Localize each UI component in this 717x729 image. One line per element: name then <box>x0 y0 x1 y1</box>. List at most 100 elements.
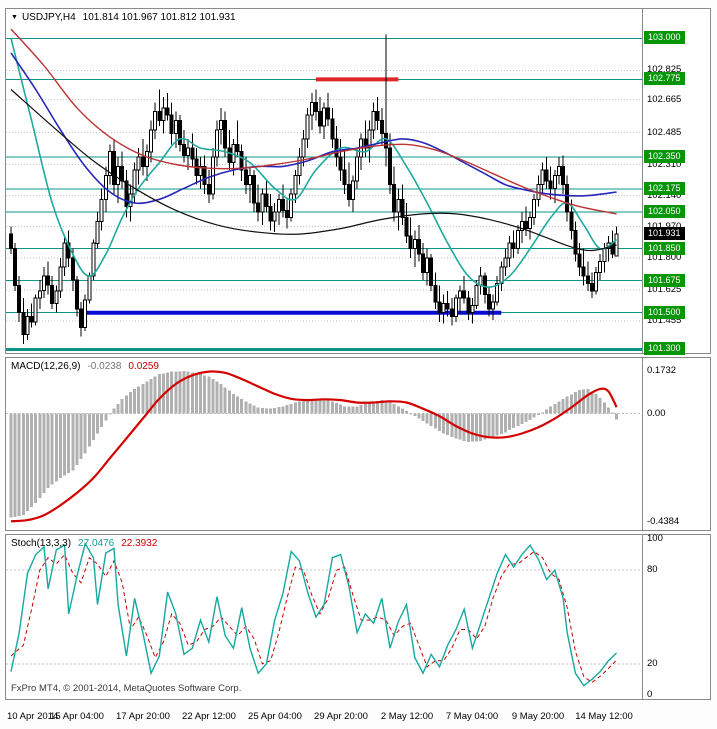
macd-histogram-bar <box>409 413 413 415</box>
candle-body <box>346 184 351 200</box>
candle-body <box>9 233 13 250</box>
macd-histogram-bar <box>545 409 549 414</box>
time-label: 14 May 12:00 <box>575 711 633 722</box>
candle-body <box>177 120 182 145</box>
macd-histogram-bar <box>606 407 610 414</box>
macd-histogram-bar <box>598 398 602 414</box>
macd-histogram-bar <box>330 401 334 414</box>
candle-body <box>585 275 590 284</box>
candle-body <box>470 304 475 314</box>
candle-body <box>285 209 289 219</box>
macd-histogram-bar <box>512 413 516 429</box>
stochastic-indicator-panel: Stoch(13,3,3) 27.0476 22.3932 FxPro MT4, ©… <box>5 534 711 700</box>
candle-body <box>186 147 191 156</box>
macd-histogram-bar <box>417 413 421 419</box>
time-label: 2 May 12:00 <box>380 711 434 722</box>
macd-tick-label: 0.00 <box>647 408 666 419</box>
macd-histogram-bar <box>400 408 404 414</box>
candle-body <box>91 242 96 277</box>
macd-name: MACD(12,26,9) <box>11 361 81 372</box>
macd-histogram-bar <box>343 406 347 414</box>
price-tick-label: 101.455 <box>647 315 682 326</box>
macd-histogram-bar <box>21 413 25 516</box>
candle-body <box>132 169 137 195</box>
macd-scale[interactable]: 0.1732 0.00 -0.4384 <box>642 358 710 530</box>
candle-body <box>202 165 207 186</box>
macd-histogram-bar <box>178 371 182 414</box>
price-chart-panel: ▼ USDJPY,H4 101.814 101.967 101.812 101.93… <box>5 8 711 355</box>
price-tick-label: 102.665 <box>647 94 682 105</box>
candle-body <box>54 290 59 305</box>
candle-body <box>153 111 158 131</box>
time-scale[interactable]: 10 Apr 2014 15 Apr 04:00 17 Apr 20:00 22 Ap… <box>5 702 711 729</box>
candle-body <box>13 248 18 286</box>
time-label: 22 Apr 12:00 <box>182 711 236 722</box>
macd-histogram-bar <box>71 413 75 471</box>
macd-histogram-bar <box>223 387 227 414</box>
macd-histogram-bar <box>322 399 326 414</box>
stochastic-scale[interactable]: 100 80 20 0 <box>642 534 710 700</box>
candle-body <box>79 308 83 328</box>
macd-histogram-bar <box>112 408 116 414</box>
macd-histogram-bar <box>380 400 384 414</box>
macd-histogram-bar <box>372 401 376 414</box>
price-tick-label: 101.625 <box>647 284 682 295</box>
candle-body <box>206 184 211 195</box>
candle-body <box>305 114 310 140</box>
macd-histogram-bar <box>347 406 351 414</box>
macd-histogram-bar <box>520 413 524 424</box>
candle-body <box>552 175 557 189</box>
stochastic-k-value: 27.0476 <box>78 538 115 549</box>
candle-body <box>215 129 219 158</box>
price-scale[interactable]: 102.825 102.665 102.485 102.310 102.140 101.9… <box>642 9 710 355</box>
candle-body <box>182 143 186 156</box>
candle-body <box>565 184 570 213</box>
candle-body <box>297 156 302 176</box>
macd-histogram-bar <box>528 413 532 420</box>
macd-histogram-bar <box>133 388 137 414</box>
candle-body <box>342 169 347 186</box>
macd-histogram-bar <box>256 407 260 414</box>
candle-body <box>165 107 170 116</box>
price-level-chip: 101.850 <box>644 242 685 255</box>
candle-body <box>355 156 360 182</box>
macd-histogram-bar <box>273 407 277 414</box>
time-label: 17 Apr 20:00 <box>116 711 170 722</box>
macd-histogram-bar <box>503 413 507 433</box>
candle-body <box>598 261 603 273</box>
candle-body <box>441 303 446 314</box>
price-chart-canvas[interactable] <box>6 9 643 353</box>
stochastic-chart-canvas[interactable] <box>6 535 643 699</box>
price-level-chip: 102.350 <box>644 150 685 163</box>
candle-body <box>544 169 549 182</box>
macd-histogram-bar <box>240 398 244 414</box>
candle-body <box>50 284 55 305</box>
price-level-chip: 102.050 <box>644 205 685 218</box>
candle-body <box>379 120 384 134</box>
macd-histogram-bar <box>462 413 466 441</box>
stochastic-label: Stoch(13,3,3) 27.0476 22.3932 <box>11 538 157 549</box>
candle-body <box>515 229 520 250</box>
candle-body <box>301 138 306 158</box>
macd-histogram-bar <box>79 413 83 460</box>
macd-histogram-bar <box>573 392 577 414</box>
macd-histogram-bar <box>499 413 503 434</box>
macd-histogram-bar <box>483 413 487 440</box>
macd-histogram-bar <box>557 401 561 414</box>
macd-chart-canvas[interactable] <box>6 358 643 530</box>
candle-body <box>83 299 88 328</box>
macd-signal-value: 0.0259 <box>128 361 159 372</box>
macd-indicator-panel: MACD(12,26,9) -0.0238 0.0259 0.1732 0.00 -0.… <box>5 357 711 531</box>
time-label: 25 Apr 04:00 <box>248 711 302 722</box>
price-level-chip: 103.000 <box>644 31 685 44</box>
macd-histogram-bar <box>166 372 170 414</box>
candle-body <box>519 220 524 231</box>
candle-body <box>602 248 607 262</box>
candle-body <box>499 266 504 284</box>
macd-histogram-bar <box>83 413 87 454</box>
ma-black-moving-average-line <box>10 89 617 252</box>
candle-body <box>330 118 335 140</box>
macd-histogram-bar <box>561 398 565 414</box>
candle-body <box>581 266 586 277</box>
